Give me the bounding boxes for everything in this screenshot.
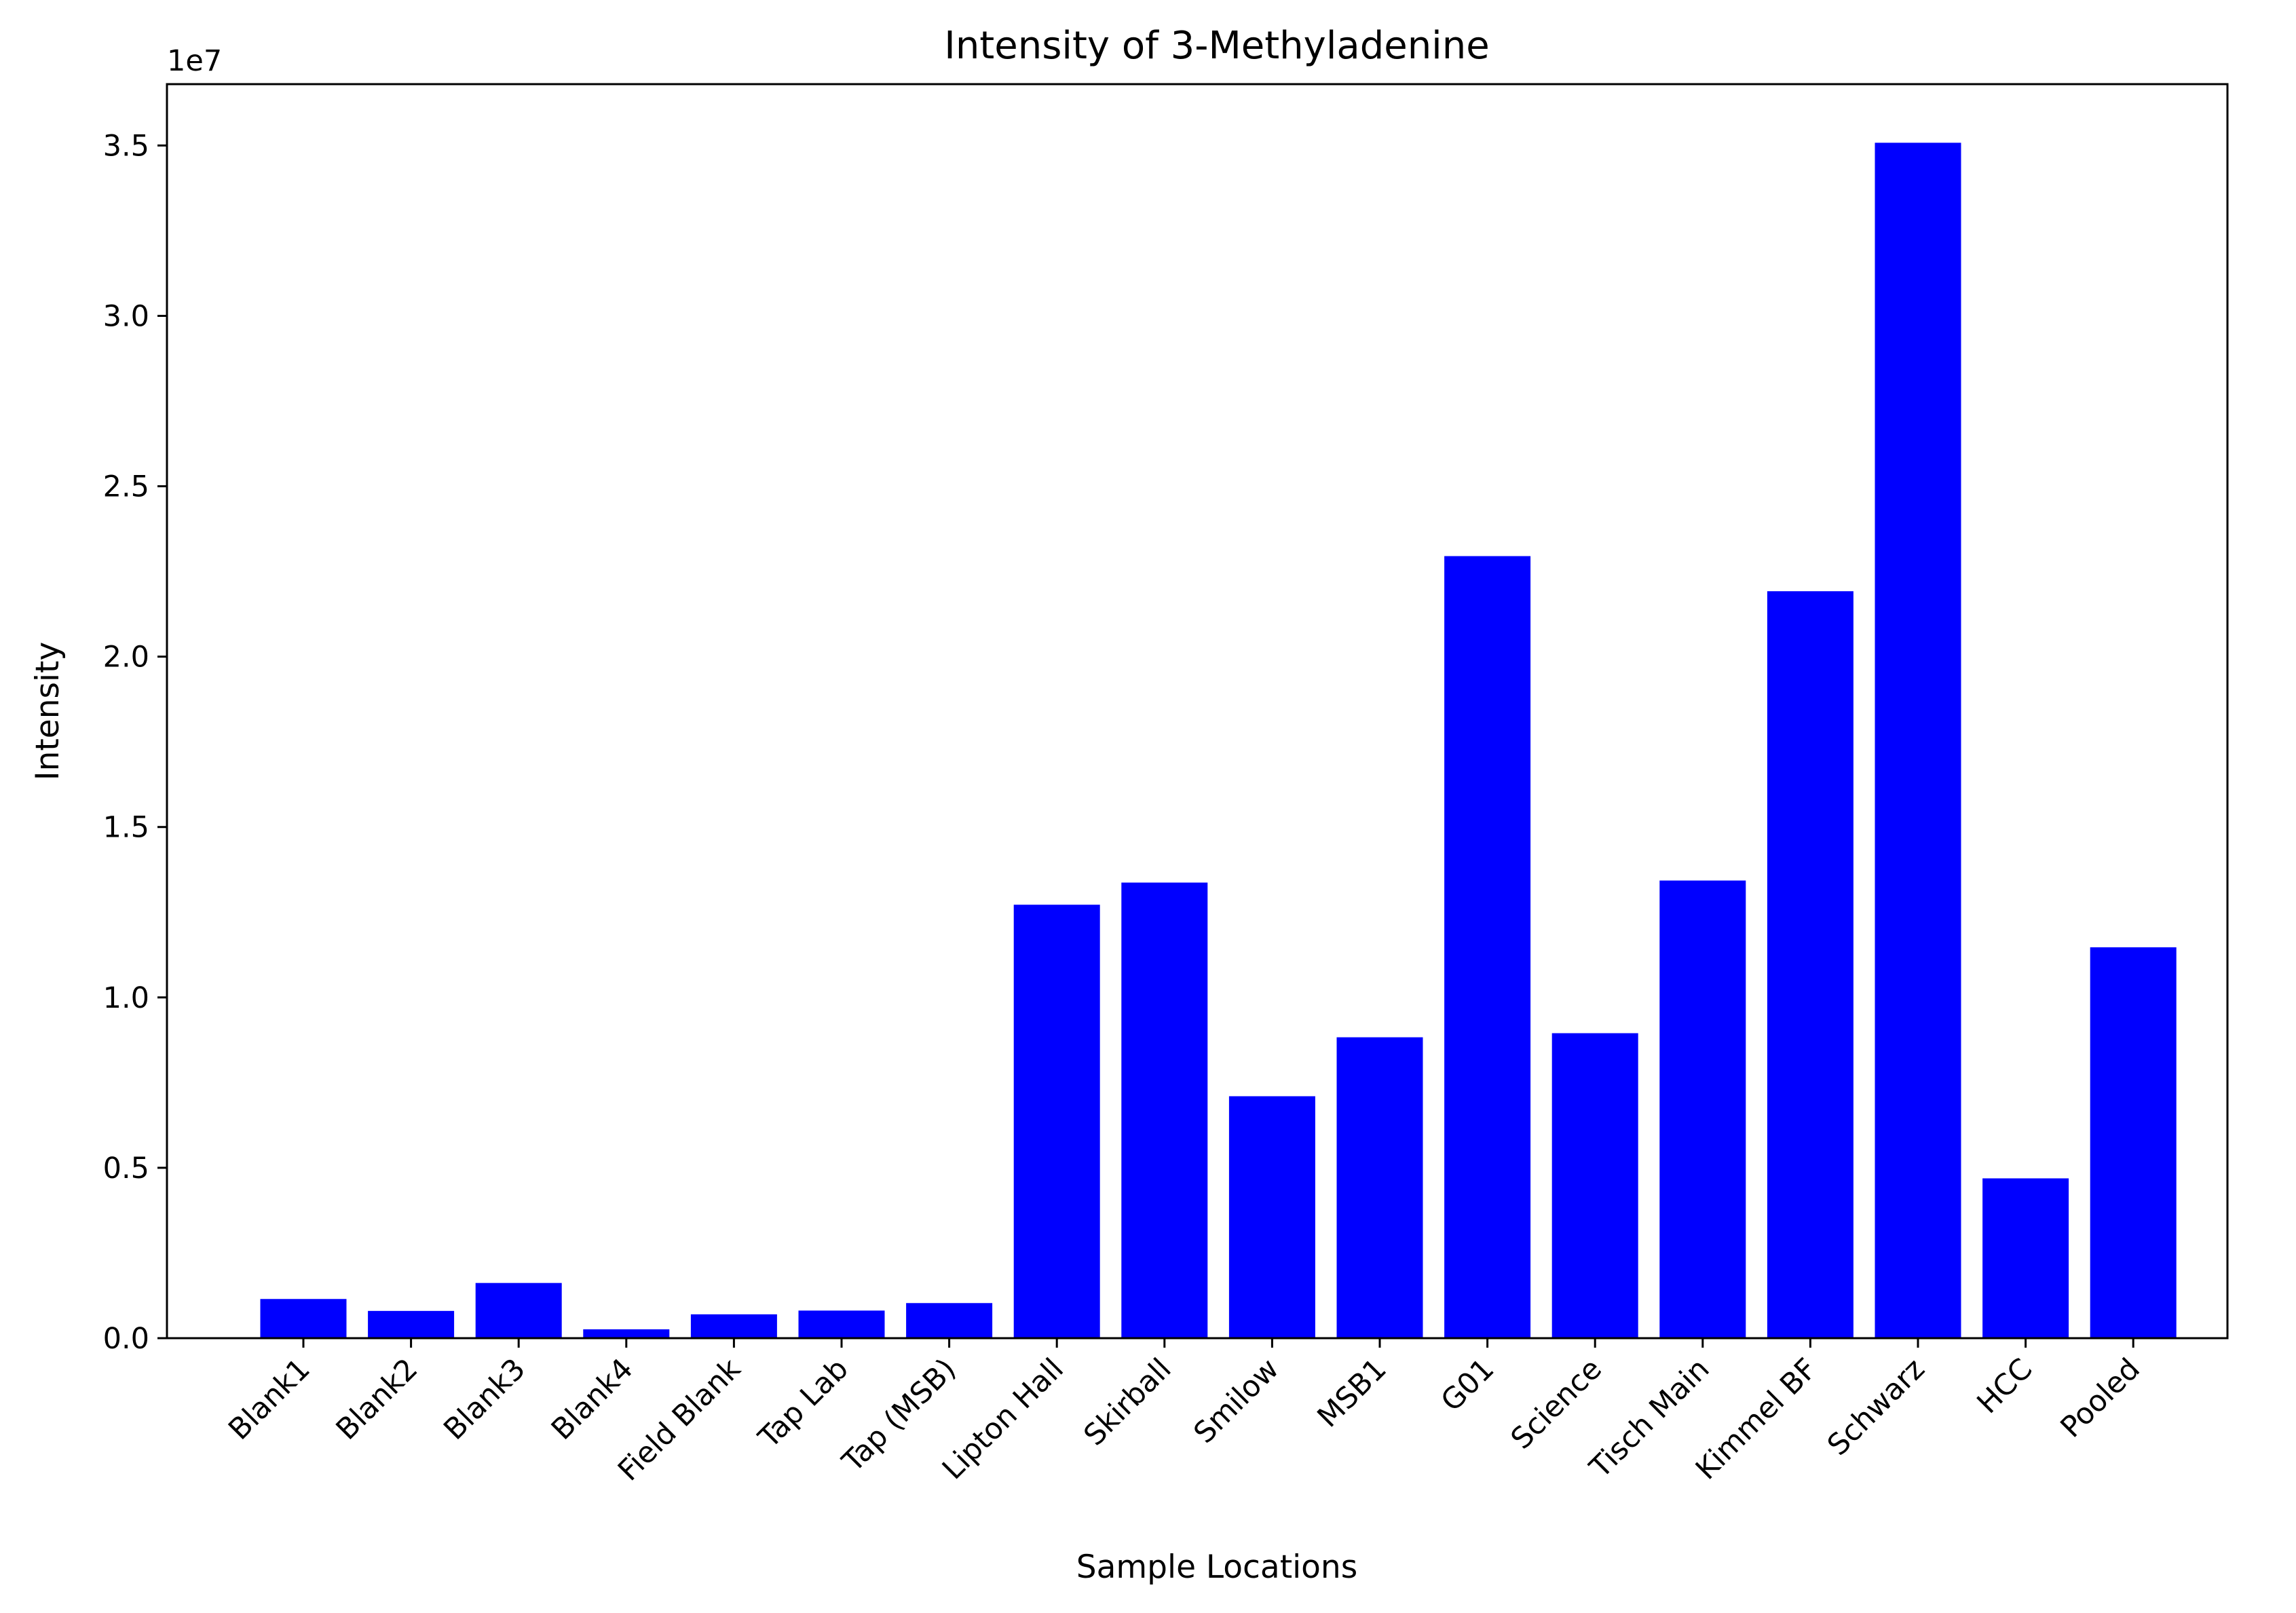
y-tick-label: 2.5	[103, 470, 149, 504]
y-tick-label: 3.5	[103, 129, 149, 163]
bar-g01	[1444, 556, 1531, 1338]
y-axis-offset-label: 1e7	[167, 44, 222, 78]
y-tick-label: 0.5	[103, 1152, 149, 1185]
bar-blank2	[368, 1310, 455, 1338]
x-tick-label: G01	[1435, 1352, 1501, 1418]
bar-field-blank	[690, 1314, 777, 1338]
bar-msb1	[1336, 1037, 1423, 1338]
chart-title: Intensity of 3-Methyladenine	[944, 24, 1489, 68]
bar-kimmel-bf	[1767, 591, 1853, 1338]
x-tick-label: Pooled	[2054, 1352, 2147, 1444]
y-tick-label: 3.0	[103, 299, 149, 333]
x-tick-label: Skirball	[1078, 1352, 1178, 1452]
bar-blank1	[260, 1299, 347, 1338]
y-tick-label: 1.5	[103, 811, 149, 845]
y-tick-label: 0.0	[103, 1322, 149, 1356]
bar-schwarz	[1875, 143, 1961, 1339]
bar-blank4	[583, 1329, 670, 1338]
x-tick-label: Blank1	[222, 1352, 317, 1447]
x-tick-label: Schwarz	[1821, 1352, 1932, 1462]
bar-blank3	[475, 1283, 562, 1338]
bar-tap-msb	[906, 1303, 993, 1338]
bar-lipton-hall	[1013, 905, 1100, 1338]
bar-tisch-main	[1659, 880, 1746, 1338]
x-axis-label: Sample Locations	[1076, 1549, 1357, 1586]
y-axis-label: Intensity	[29, 642, 67, 781]
x-tick-label: Tap Lab	[752, 1352, 855, 1455]
bar-tap-lab	[798, 1310, 885, 1338]
bar-hcc	[1982, 1178, 2069, 1338]
bar-science	[1551, 1033, 1638, 1338]
x-tick-label: Blank3	[437, 1352, 532, 1447]
x-tick-label: MSB1	[1311, 1352, 1393, 1434]
bars-group	[260, 143, 2177, 1339]
bar-smilow	[1228, 1096, 1315, 1338]
plot-frame	[166, 83, 2229, 1340]
x-tick-label: Blank4	[545, 1352, 640, 1447]
x-tick-label: Science	[1505, 1352, 1608, 1456]
x-tick-label: HCC	[1971, 1352, 2039, 1420]
x-tick-label: Smilow	[1188, 1352, 1286, 1450]
y-axis-ticks: 0.0 0.5 1.0 1.5 2.0 2.5 3.0 3.5	[103, 129, 167, 1356]
y-tick-label: 1.0	[103, 981, 149, 1015]
bar-skirball	[1121, 882, 1208, 1338]
x-tick-label: Blank2	[330, 1352, 425, 1447]
y-tick-label: 2.0	[103, 641, 149, 675]
bar-pooled	[2090, 947, 2177, 1338]
